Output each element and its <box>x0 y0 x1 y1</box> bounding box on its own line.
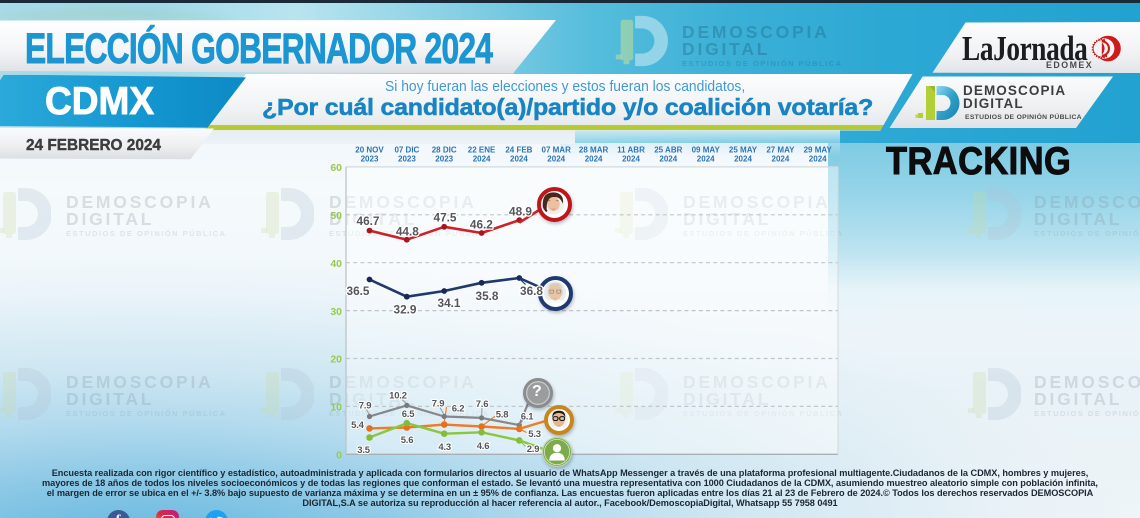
svg-text:4.3: 4.3 <box>438 442 451 453</box>
svg-text:2024: 2024 <box>772 155 790 164</box>
svg-text:48.9: 48.9 <box>509 205 532 219</box>
svg-text:22 ENE: 22 ENE <box>468 146 496 155</box>
svg-text:50: 50 <box>330 210 342 222</box>
svg-text:6.5: 6.5 <box>402 409 416 420</box>
svg-text:2023: 2023 <box>361 155 379 164</box>
svg-text:40: 40 <box>330 258 342 270</box>
svg-text:5.3: 5.3 <box>528 429 541 440</box>
svg-text:4.6: 4.6 <box>477 441 490 452</box>
svg-text:0: 0 <box>336 450 342 462</box>
svg-text:2024: 2024 <box>585 155 603 164</box>
svg-text:09 MAY: 09 MAY <box>692 146 721 155</box>
svg-text:47.5: 47.5 <box>434 211 457 225</box>
svg-text:35.8: 35.8 <box>476 289 499 303</box>
svg-text:25 MAY: 25 MAY <box>729 146 758 155</box>
svg-text:7.6: 7.6 <box>476 399 489 410</box>
svg-text:2024: 2024 <box>734 155 752 164</box>
svg-text:07 DIC: 07 DIC <box>394 146 419 155</box>
svg-text:2024: 2024 <box>809 155 827 164</box>
svg-text:32.9: 32.9 <box>394 303 417 317</box>
svg-text:7.9: 7.9 <box>359 401 372 412</box>
svg-text:3.5: 3.5 <box>357 445 371 456</box>
svg-text:5.6: 5.6 <box>401 435 414 446</box>
svg-text:2.9: 2.9 <box>527 444 540 455</box>
svg-text:29 MAY: 29 MAY <box>804 146 833 155</box>
svg-text:28 DIC: 28 DIC <box>432 146 457 155</box>
svg-text:10.2: 10.2 <box>389 391 407 402</box>
svg-text:11 ABR: 11 ABR <box>617 146 645 155</box>
svg-text:07 MAR: 07 MAR <box>542 146 572 155</box>
svg-text:30: 30 <box>330 306 342 318</box>
svg-text:28 MAR: 28 MAR <box>579 146 609 155</box>
svg-text:2024: 2024 <box>510 155 528 164</box>
svg-text:10: 10 <box>330 402 342 414</box>
svg-text:20 NOV: 20 NOV <box>355 146 384 155</box>
svg-text:7.9: 7.9 <box>432 399 445 410</box>
svg-text:2024: 2024 <box>697 155 715 164</box>
svg-text:60: 60 <box>330 162 342 174</box>
svg-text:6.1: 6.1 <box>521 412 535 423</box>
svg-text:34.1: 34.1 <box>438 296 461 310</box>
svg-text:44.8: 44.8 <box>396 224 419 238</box>
svg-text:2023: 2023 <box>398 155 416 164</box>
svg-text:36.5: 36.5 <box>347 284 370 298</box>
svg-text:46.2: 46.2 <box>470 217 493 231</box>
svg-text:27 MAY: 27 MAY <box>766 146 795 155</box>
svg-text:5.4: 5.4 <box>351 420 365 431</box>
svg-text:2024: 2024 <box>622 155 640 164</box>
svg-text:2023: 2023 <box>435 155 453 164</box>
svg-text:46.7: 46.7 <box>357 214 380 228</box>
svg-text:2024: 2024 <box>473 155 491 164</box>
svg-text:5.8: 5.8 <box>496 409 509 420</box>
svg-text:25 ABR: 25 ABR <box>654 146 682 155</box>
svg-text:36.8: 36.8 <box>520 284 543 298</box>
svg-text:24 FEB: 24 FEB <box>505 146 532 155</box>
svg-text:2024: 2024 <box>547 155 565 164</box>
svg-text:2024: 2024 <box>659 155 677 164</box>
svg-text:20: 20 <box>330 354 342 366</box>
svg-text:6.2: 6.2 <box>452 403 465 414</box>
